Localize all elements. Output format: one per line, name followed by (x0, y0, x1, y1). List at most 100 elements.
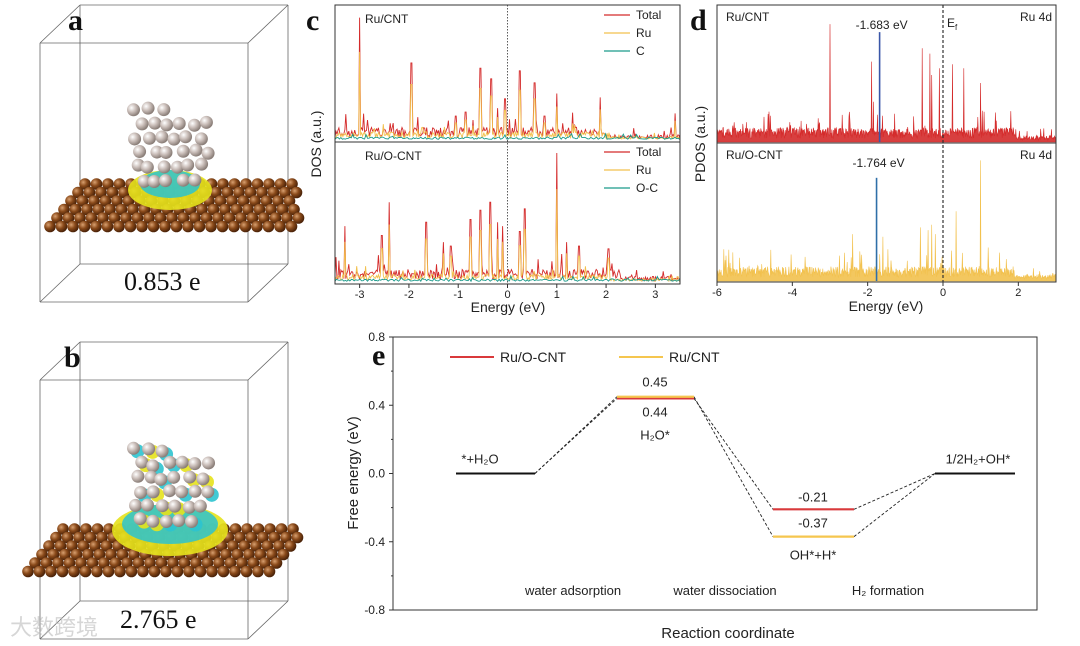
ru-atom (187, 118, 201, 132)
carbon-atom (245, 531, 258, 544)
carbon-atom (72, 186, 84, 199)
carbon-atom (88, 195, 100, 207)
panel-label-a: a (68, 4, 83, 37)
dos-total-series (334, 152, 681, 283)
carbon-atom (131, 212, 144, 224)
step-label: H₂ formation (852, 583, 924, 598)
carbon-atom (102, 565, 115, 578)
y-axis-label: PDOS (a.u.) (692, 106, 708, 182)
carbon-atom (263, 565, 276, 578)
ru-atom (133, 512, 147, 526)
carbon-atom (216, 220, 229, 233)
panel-label-c: c (306, 4, 319, 37)
ru-atom (147, 174, 161, 188)
carbon-atom (68, 565, 80, 578)
carbon-atom (92, 203, 105, 216)
carbon-atom (200, 212, 213, 224)
carbon-atom (267, 186, 280, 199)
carbon-atom (279, 186, 291, 199)
carbon-atom (79, 178, 91, 190)
carbon-atom (193, 220, 206, 233)
carbon-atom (155, 557, 168, 569)
orbital-label: Ru 4d (1020, 148, 1052, 162)
carbon-atom (265, 203, 277, 216)
ru-atom (176, 144, 190, 158)
x-tick-label: -4 (787, 287, 797, 299)
ru-atom (146, 459, 160, 473)
carbon-atom (223, 212, 236, 224)
ru-atom (135, 455, 149, 469)
carbon-atom (136, 220, 148, 233)
carbon-atom (55, 220, 68, 233)
ru-atom (131, 469, 145, 483)
ru-atom (168, 499, 182, 513)
carbon-atom (91, 523, 104, 535)
legend-label: Ru (636, 163, 651, 177)
x-tick-label: 2 (1015, 287, 1021, 299)
box-edge (39, 263, 81, 303)
d-band-center-label: -1.683 eV (856, 18, 908, 32)
carbon-atom (51, 212, 63, 224)
carbon-atom (57, 523, 69, 535)
carbon-atom (263, 178, 275, 190)
carbon-atom (113, 220, 125, 233)
pdos-ru4d-series (716, 24, 1057, 143)
carbon-atom (95, 186, 107, 199)
ru-cluster (127, 101, 215, 210)
level-value-label: -0.37 (798, 516, 828, 531)
ru-atom (160, 118, 174, 132)
dos-support-series (334, 132, 681, 141)
carbon-atom (124, 220, 137, 233)
ru-atom (188, 457, 202, 471)
carbon-atom (91, 565, 103, 578)
y-tick-label: -0.8 (364, 603, 385, 617)
carbon-atom (144, 557, 156, 569)
carbon-atom (67, 220, 79, 233)
ru-atom (201, 146, 215, 160)
transition-connector (853, 473, 936, 537)
level-value-label: -0.21 (798, 489, 828, 504)
legend-label: Ru/CNT (669, 349, 720, 365)
carbon-atom (274, 178, 287, 190)
carbon-atom (36, 548, 48, 561)
carbon-atom (227, 540, 239, 552)
x-tick-label: 3 (652, 289, 658, 301)
x-tick-label: 0 (940, 287, 946, 299)
carbon-atom (113, 178, 126, 190)
carbon-atom (101, 220, 114, 233)
ru-atom (170, 160, 184, 174)
state-label: 1/2H₂+OH* (946, 452, 1011, 467)
ru-atom (172, 514, 186, 528)
step-label: water adsorption (524, 583, 621, 598)
carbon-atom (194, 565, 207, 578)
carbon-atom (171, 565, 184, 578)
carbon-atom (190, 557, 202, 569)
d-band-center-label: -1.764 eV (853, 156, 905, 170)
carbon-atom (121, 557, 133, 569)
carbon-atom (274, 220, 286, 233)
carbon-atom (102, 178, 114, 190)
carbon-atom (284, 540, 297, 552)
structure-panel-a (39, 4, 305, 303)
carbon-atom (213, 557, 225, 569)
ru-atom (127, 441, 141, 455)
carbon-atom (230, 203, 243, 216)
carbon-atom (270, 557, 283, 569)
carbon-atom (104, 203, 116, 216)
carbon-atom (242, 203, 254, 216)
carbon-atom (76, 195, 89, 207)
state-label: OH*+H* (790, 548, 837, 563)
carbon-atom (252, 523, 265, 535)
ru-atom (199, 115, 213, 129)
carbon-atom (99, 195, 112, 207)
carbon-atom (268, 531, 281, 544)
ru-atom (188, 173, 202, 187)
carbon-atom (22, 565, 34, 578)
ru-atom (179, 130, 193, 144)
carbon-atom (79, 565, 92, 578)
carbon-atom (47, 548, 60, 561)
carbon-atom (254, 548, 267, 561)
ru-atom (172, 117, 186, 131)
transition-connector (693, 396, 774, 537)
ru-atom (183, 470, 197, 484)
